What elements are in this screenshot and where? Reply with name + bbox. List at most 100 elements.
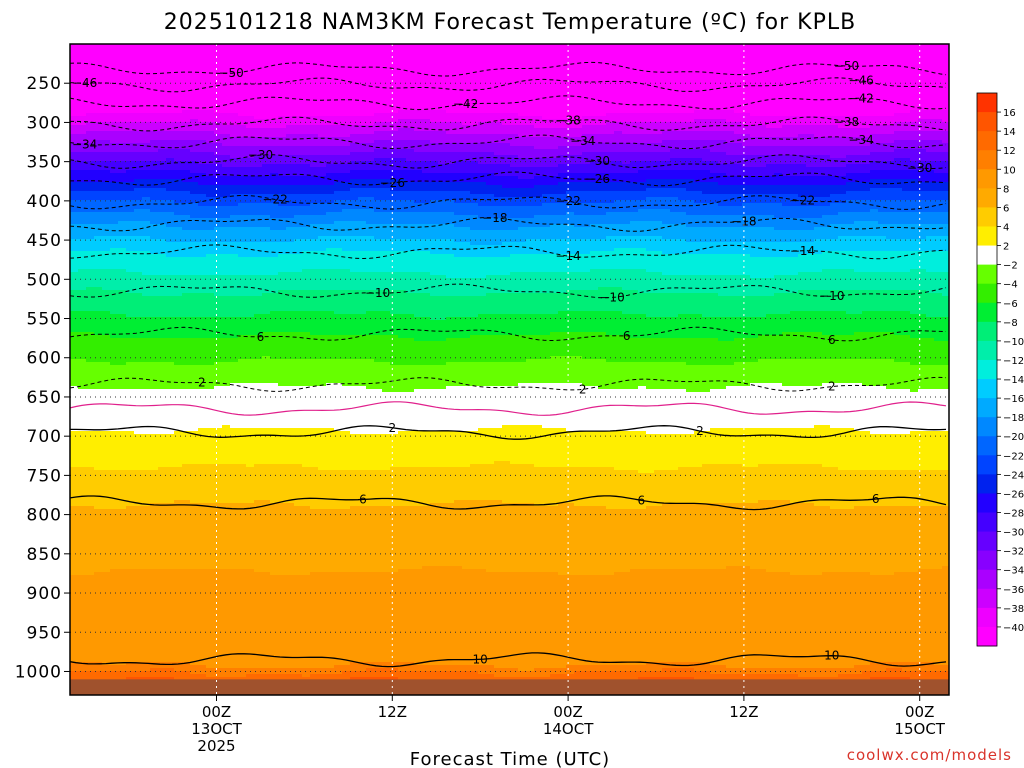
temperature-band	[590, 671, 599, 681]
temperature-band	[78, 506, 87, 576]
temperature-band	[534, 158, 543, 168]
temperature-band	[350, 200, 359, 210]
temperature-band	[662, 179, 671, 189]
temperature-band	[230, 569, 239, 669]
temperature-band	[750, 674, 759, 684]
temperature-band	[486, 152, 495, 165]
temperature-band	[942, 671, 949, 681]
temperature-band	[390, 158, 399, 171]
temperature-band	[862, 671, 871, 681]
temperature-band	[886, 224, 895, 240]
temperature-band	[190, 569, 199, 666]
temperature-band	[918, 365, 927, 390]
temperature-band	[886, 200, 895, 213]
temperature-band	[190, 503, 199, 570]
temperature-band	[262, 383, 271, 429]
temperature-band	[110, 389, 119, 432]
temperature-band	[94, 122, 103, 132]
temperature-band	[822, 116, 831, 126]
temperature-band	[118, 122, 127, 132]
temperature-band	[270, 164, 279, 174]
temperature-band	[558, 119, 567, 129]
temperature-band	[286, 242, 295, 255]
temperature-band	[390, 251, 399, 273]
temperature-band	[78, 170, 87, 183]
temperature-band	[278, 272, 287, 291]
temperature-band	[606, 269, 615, 288]
temperature-band	[862, 44, 871, 117]
temperature-band	[726, 194, 735, 207]
contour-label: −38	[555, 114, 580, 128]
temperature-band	[582, 134, 591, 144]
temperature-band	[590, 215, 599, 225]
time-tick-label: 14OCT	[543, 720, 594, 738]
temperature-band	[366, 44, 375, 117]
temperature-band	[606, 212, 615, 225]
temperature-band	[334, 221, 343, 237]
temperature-band	[526, 227, 535, 240]
temperature-band	[742, 185, 751, 195]
temperature-band	[942, 506, 949, 567]
temperature-band	[382, 251, 391, 273]
temperature-band	[558, 44, 567, 120]
temperature-band	[526, 125, 535, 138]
temperature-band	[790, 185, 799, 195]
temperature-band	[734, 338, 743, 363]
temperature-band	[374, 668, 383, 678]
temperature-band	[254, 128, 263, 138]
temperature-band	[870, 332, 879, 360]
temperature-band	[654, 161, 663, 171]
temperature-band	[174, 389, 183, 432]
credit-text[interactable]: coolwx.com/models	[847, 746, 1012, 764]
temperature-band	[678, 569, 687, 663]
temperature-band	[710, 293, 719, 318]
temperature-band	[766, 464, 775, 501]
temperature-band	[278, 428, 287, 465]
temperature-band	[830, 467, 839, 510]
temperature-band	[886, 506, 895, 576]
temperature-band	[510, 668, 519, 678]
temperature-band	[470, 113, 479, 126]
temperature-band	[86, 200, 95, 213]
temperature-band	[494, 257, 503, 276]
isotherm--34	[70, 134, 947, 150]
temperature-band	[934, 224, 943, 237]
temperature-band	[358, 359, 367, 387]
temperature-band	[934, 140, 943, 153]
temperature-band	[262, 674, 271, 684]
temperature-band	[318, 428, 327, 471]
temperature-band	[470, 194, 479, 204]
temperature-band	[422, 293, 431, 318]
temperature-band	[190, 389, 199, 432]
temperature-band	[534, 425, 543, 468]
time-tick-label: 00Z	[905, 703, 934, 721]
temperature-band	[398, 662, 407, 672]
colorbar-swatch	[977, 474, 997, 494]
temperature-band	[854, 431, 863, 471]
temperature-band	[294, 332, 303, 360]
temperature-band	[846, 236, 855, 252]
temperature-band	[446, 143, 455, 153]
temperature-band	[726, 215, 735, 228]
temperature-band	[750, 569, 759, 669]
temperature-band	[526, 197, 535, 207]
temperature-band	[782, 428, 791, 465]
temperature-band	[430, 143, 439, 153]
temperature-band	[814, 386, 823, 426]
temperature-band	[822, 311, 831, 336]
temperature-band	[750, 176, 759, 186]
temperature-band	[726, 566, 735, 669]
temperature-band	[918, 569, 927, 663]
pressure-tick-label: 1000	[15, 662, 62, 682]
temperature-band	[206, 206, 215, 219]
temperature-band	[422, 251, 431, 273]
temperature-band	[254, 668, 263, 675]
temperature-band	[446, 362, 455, 387]
temperature-band	[670, 224, 679, 240]
temperature-band	[694, 275, 703, 294]
temperature-band	[70, 116, 79, 126]
temperature-band	[350, 572, 359, 663]
temperature-band	[342, 200, 351, 210]
temperature-band	[606, 335, 615, 363]
temperature-band	[878, 116, 887, 126]
